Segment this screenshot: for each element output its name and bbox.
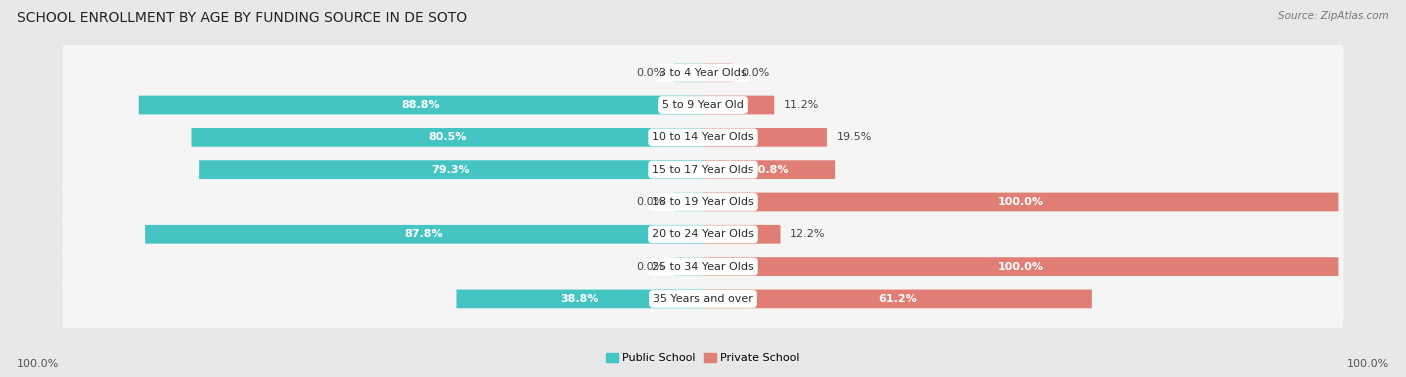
FancyBboxPatch shape (200, 160, 703, 179)
Text: 100.0%: 100.0% (998, 197, 1043, 207)
FancyBboxPatch shape (703, 290, 1092, 308)
Text: 88.8%: 88.8% (402, 100, 440, 110)
Text: 0.0%: 0.0% (637, 68, 665, 78)
FancyBboxPatch shape (675, 63, 703, 82)
FancyBboxPatch shape (62, 162, 1344, 241)
Text: 79.3%: 79.3% (432, 165, 471, 175)
Text: 38.8%: 38.8% (561, 294, 599, 304)
Text: 61.2%: 61.2% (879, 294, 917, 304)
Text: 0.0%: 0.0% (637, 262, 665, 271)
FancyBboxPatch shape (139, 96, 703, 114)
FancyBboxPatch shape (191, 128, 703, 147)
FancyBboxPatch shape (62, 227, 1344, 306)
FancyBboxPatch shape (62, 33, 1344, 112)
FancyBboxPatch shape (62, 130, 1344, 209)
Text: SCHOOL ENROLLMENT BY AGE BY FUNDING SOURCE IN DE SOTO: SCHOOL ENROLLMENT BY AGE BY FUNDING SOUR… (17, 11, 467, 25)
FancyBboxPatch shape (145, 225, 703, 244)
Legend: Public School, Private School: Public School, Private School (602, 348, 804, 368)
FancyBboxPatch shape (62, 259, 1344, 338)
FancyBboxPatch shape (703, 160, 835, 179)
FancyBboxPatch shape (703, 225, 780, 244)
Text: 0.0%: 0.0% (637, 197, 665, 207)
FancyBboxPatch shape (675, 257, 703, 276)
Text: 18 to 19 Year Olds: 18 to 19 Year Olds (652, 197, 754, 207)
FancyBboxPatch shape (62, 66, 1344, 144)
FancyBboxPatch shape (457, 290, 703, 308)
FancyBboxPatch shape (675, 193, 703, 211)
FancyBboxPatch shape (703, 257, 1339, 276)
Text: 100.0%: 100.0% (17, 359, 59, 369)
Text: 0.0%: 0.0% (741, 68, 769, 78)
Text: 25 to 34 Year Olds: 25 to 34 Year Olds (652, 262, 754, 271)
Text: 20 to 24 Year Olds: 20 to 24 Year Olds (652, 229, 754, 239)
Text: 35 Years and over: 35 Years and over (652, 294, 754, 304)
Text: Source: ZipAtlas.com: Source: ZipAtlas.com (1278, 11, 1389, 21)
Text: 15 to 17 Year Olds: 15 to 17 Year Olds (652, 165, 754, 175)
FancyBboxPatch shape (703, 96, 775, 114)
Text: 19.5%: 19.5% (837, 132, 872, 143)
Text: 11.2%: 11.2% (783, 100, 820, 110)
FancyBboxPatch shape (62, 98, 1344, 177)
Text: 12.2%: 12.2% (790, 229, 825, 239)
Text: 100.0%: 100.0% (998, 262, 1043, 271)
Text: 10 to 14 Year Olds: 10 to 14 Year Olds (652, 132, 754, 143)
Text: 20.8%: 20.8% (749, 165, 789, 175)
Text: 100.0%: 100.0% (1347, 359, 1389, 369)
Text: 87.8%: 87.8% (405, 229, 443, 239)
Text: 80.5%: 80.5% (427, 132, 467, 143)
FancyBboxPatch shape (703, 193, 1339, 211)
FancyBboxPatch shape (703, 128, 827, 147)
Text: 3 to 4 Year Olds: 3 to 4 Year Olds (659, 68, 747, 78)
FancyBboxPatch shape (703, 63, 731, 82)
FancyBboxPatch shape (62, 195, 1344, 274)
Text: 5 to 9 Year Old: 5 to 9 Year Old (662, 100, 744, 110)
